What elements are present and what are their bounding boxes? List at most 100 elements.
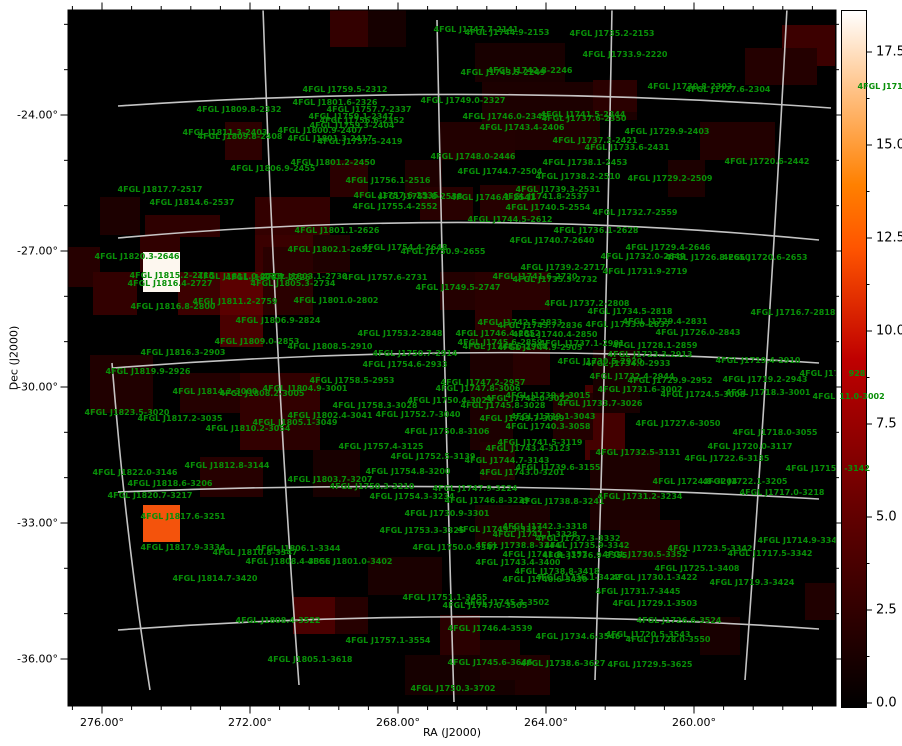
x-tick-label: 264.00° <box>524 716 568 729</box>
y-tick-label: -36.00° <box>17 652 58 666</box>
source-label: 4FGL J1738.1-2453 <box>542 158 628 168</box>
source-label: 4FGL J1714.9-3340 <box>757 536 836 546</box>
source-label: 4FGL J1822.0-3146 <box>92 468 178 478</box>
source-label: 4FGL J1757.6-2731 <box>342 273 428 283</box>
source-label: 4FGL J1737.6-2350 <box>541 114 627 124</box>
source-label: 4FGL J1801.0-2802 <box>293 296 379 306</box>
y-tick-label: -27.00° <box>17 244 58 258</box>
source-label: 4FGL J1753.3-3325 <box>379 526 465 536</box>
source-label: 4FGL J1729.9-2403 <box>624 127 710 137</box>
source-label: 4FGL J1757.1-3554 <box>345 636 431 646</box>
colorbar-tick-label: 0.0 <box>876 695 897 711</box>
source-label: 4FGL J1750.3-3702 <box>410 684 496 694</box>
heat-cell <box>335 597 368 634</box>
source-label: 4FGL J1728.0-3550 <box>625 635 711 645</box>
source-label: 4FGL J1759.5-2312 <box>302 85 388 95</box>
source-label: 4FGL J1734.0-2933 <box>585 359 671 369</box>
source-label: -3142 <box>844 464 870 474</box>
source-label: 4FGL J1740.5-2554 <box>505 203 591 213</box>
source-label: 4FGL J1729.9-2952 <box>627 376 713 386</box>
x-axis-title: RA (J2000) <box>422 726 482 739</box>
source-label: 4FGL J1732.7-2559 <box>592 208 678 218</box>
source-label: 4FGL J1750.9-2655 <box>400 247 486 257</box>
source-label: 4FGL J1805.3-2734 <box>250 279 336 289</box>
source-label: 4FGL J1739.1-3043 <box>510 412 596 422</box>
source-label: 4FGL J1811.2-2759 <box>192 297 278 307</box>
colorbar-tick-label: 5.0 <box>876 509 897 525</box>
source-label: 4FGL J1719.4-2910 <box>715 356 801 366</box>
x-tick-label: 260.00° <box>672 716 716 729</box>
heat-cell <box>440 615 480 655</box>
source-label: 4FGL J1817.2-3035 <box>137 414 223 424</box>
source-label: 4FGL J1744.9-2153 <box>464 28 550 38</box>
sky-map-plot: 4FGL J1747.7-2141 4FGL J1744.9-2153 4FGL J… <box>68 10 836 706</box>
source-label: 4FGL J1729.1-3503 <box>612 599 698 609</box>
source-label: 4FGL J1752.5-3139 <box>390 452 476 462</box>
source-label: 4FGL J1731.9-2719 <box>602 267 688 277</box>
source-label: 4FGL J1748.0-2446 <box>430 152 516 162</box>
source-label: 4FGL J1727.6-2304 <box>685 85 771 95</box>
source-label: 4FGL J1716.7-2818 <box>750 308 836 318</box>
source-label: 4FGL J1758.3-3028 <box>332 401 418 411</box>
source-label: 4FGL J1717.0-3218 <box>739 488 825 498</box>
source-label: 4FGL J1808.4-3522 <box>235 616 321 626</box>
source-label: 4FGL J1718.0-3055 <box>732 428 818 438</box>
source-label: 4FGL J1731.2-3234 <box>597 492 683 502</box>
source-label: 4FGL J1740.7-2640 <box>509 236 595 246</box>
source-label: 4FGL J1745.6-3646 <box>447 658 533 668</box>
source-label: 4FGL J1801.1-2626 <box>294 226 380 236</box>
source-label: 4FGL J1727.6-3050 <box>635 419 721 429</box>
source-label: 4FGL J1711.0-3002 <box>812 392 836 402</box>
source-label: 4FGL J1732.5-3131 <box>595 448 681 458</box>
source-label: 4FGL J1730.9-3301 <box>404 509 490 519</box>
source-label: 4FGL J1734.6-3546 <box>535 632 621 642</box>
colorbar-tick-label: 2.5 <box>876 602 897 618</box>
y-tick-label: -24.00° <box>17 108 58 122</box>
source-label: 4FGL J1817.6-3251 <box>140 512 226 522</box>
heat-cell <box>368 10 406 47</box>
source-label: 4FGL J1806.9-2824 <box>235 316 321 326</box>
x-tick-label: 268.00° <box>376 716 420 729</box>
source-label: 4FGL J1715.9-3142 <box>785 464 836 474</box>
source-label: 4FGL J1808.5-2910 <box>287 342 373 352</box>
source-label: 4FGL J1746.4-3539 <box>447 624 533 634</box>
heat-cell <box>593 80 637 112</box>
heat-cell <box>805 583 835 620</box>
source-label: 4FGL J1756.1-2516 <box>345 176 431 186</box>
source-label: 4FGL J1749.5-2747 <box>415 283 501 293</box>
source-label: 4FGL J1729.2-2509 <box>627 174 713 184</box>
source-label: 4FGL J1719.2-2943 <box>722 375 808 385</box>
y-axis-title: Dec (J2000) <box>7 325 21 391</box>
x-tick-label: 276.00° <box>80 716 124 729</box>
source-label: 4FGL J1743.4-3400 <box>475 558 561 568</box>
source-label: 928 <box>848 369 866 379</box>
source-label: 4FGL J1717.5-3342 <box>727 549 813 559</box>
heat-cell <box>590 450 660 530</box>
source-label: 4FGL J1757.5-2419 <box>317 137 403 147</box>
source-label: 4FGL J1740.3-3058 <box>505 422 591 432</box>
source-label: 4FGL J1805.1-3618 <box>267 655 353 665</box>
source-label: 4FGL J1716.5-2304 <box>857 82 902 92</box>
colorbar <box>841 10 867 708</box>
source-label: 4FGL J1752.7-3040 <box>375 410 461 420</box>
source-label: 4FGL J1728.1-2859 <box>612 341 698 351</box>
source-label: 4FGL J1730.1-3422 <box>612 573 698 583</box>
source-label: 4FGL J1733.6-2431 <box>584 143 670 153</box>
source-label: 4FGL J1809.8-2408 <box>197 132 283 142</box>
source-label: 4FGL J1806.9-2455 <box>230 164 316 174</box>
source-label: 4FGL J1744.9-2905 <box>497 343 583 353</box>
source-label: 4FGL J1735.3-2732 <box>512 275 598 285</box>
source-label: 4FGL J1744.5-2612 <box>467 215 553 225</box>
source-label: 4FGL J1725.1-3408 <box>654 564 740 574</box>
source-label: 4FGL J1720.6-2442 <box>724 157 810 167</box>
source-label: 4FGL J1750.3-3210 <box>329 482 415 492</box>
y-tick-label: -30.00° <box>17 380 58 394</box>
source-label: 4FGL J1738.8-3344 <box>475 541 561 551</box>
source-label: 4FGL J1753.2-2848 <box>357 329 443 339</box>
source-label: 4FGL J1818.6-3206 <box>127 479 213 489</box>
source-label: 4FGL J1747.0-3505 <box>442 601 528 611</box>
source-label: 4FGL J1809.8-2332 <box>196 105 282 115</box>
source-label: 4FGL J1749.0-2327 <box>420 96 506 106</box>
heat-cell <box>100 197 140 235</box>
source-label: 4FGL J1802.1-2652 <box>287 245 373 255</box>
